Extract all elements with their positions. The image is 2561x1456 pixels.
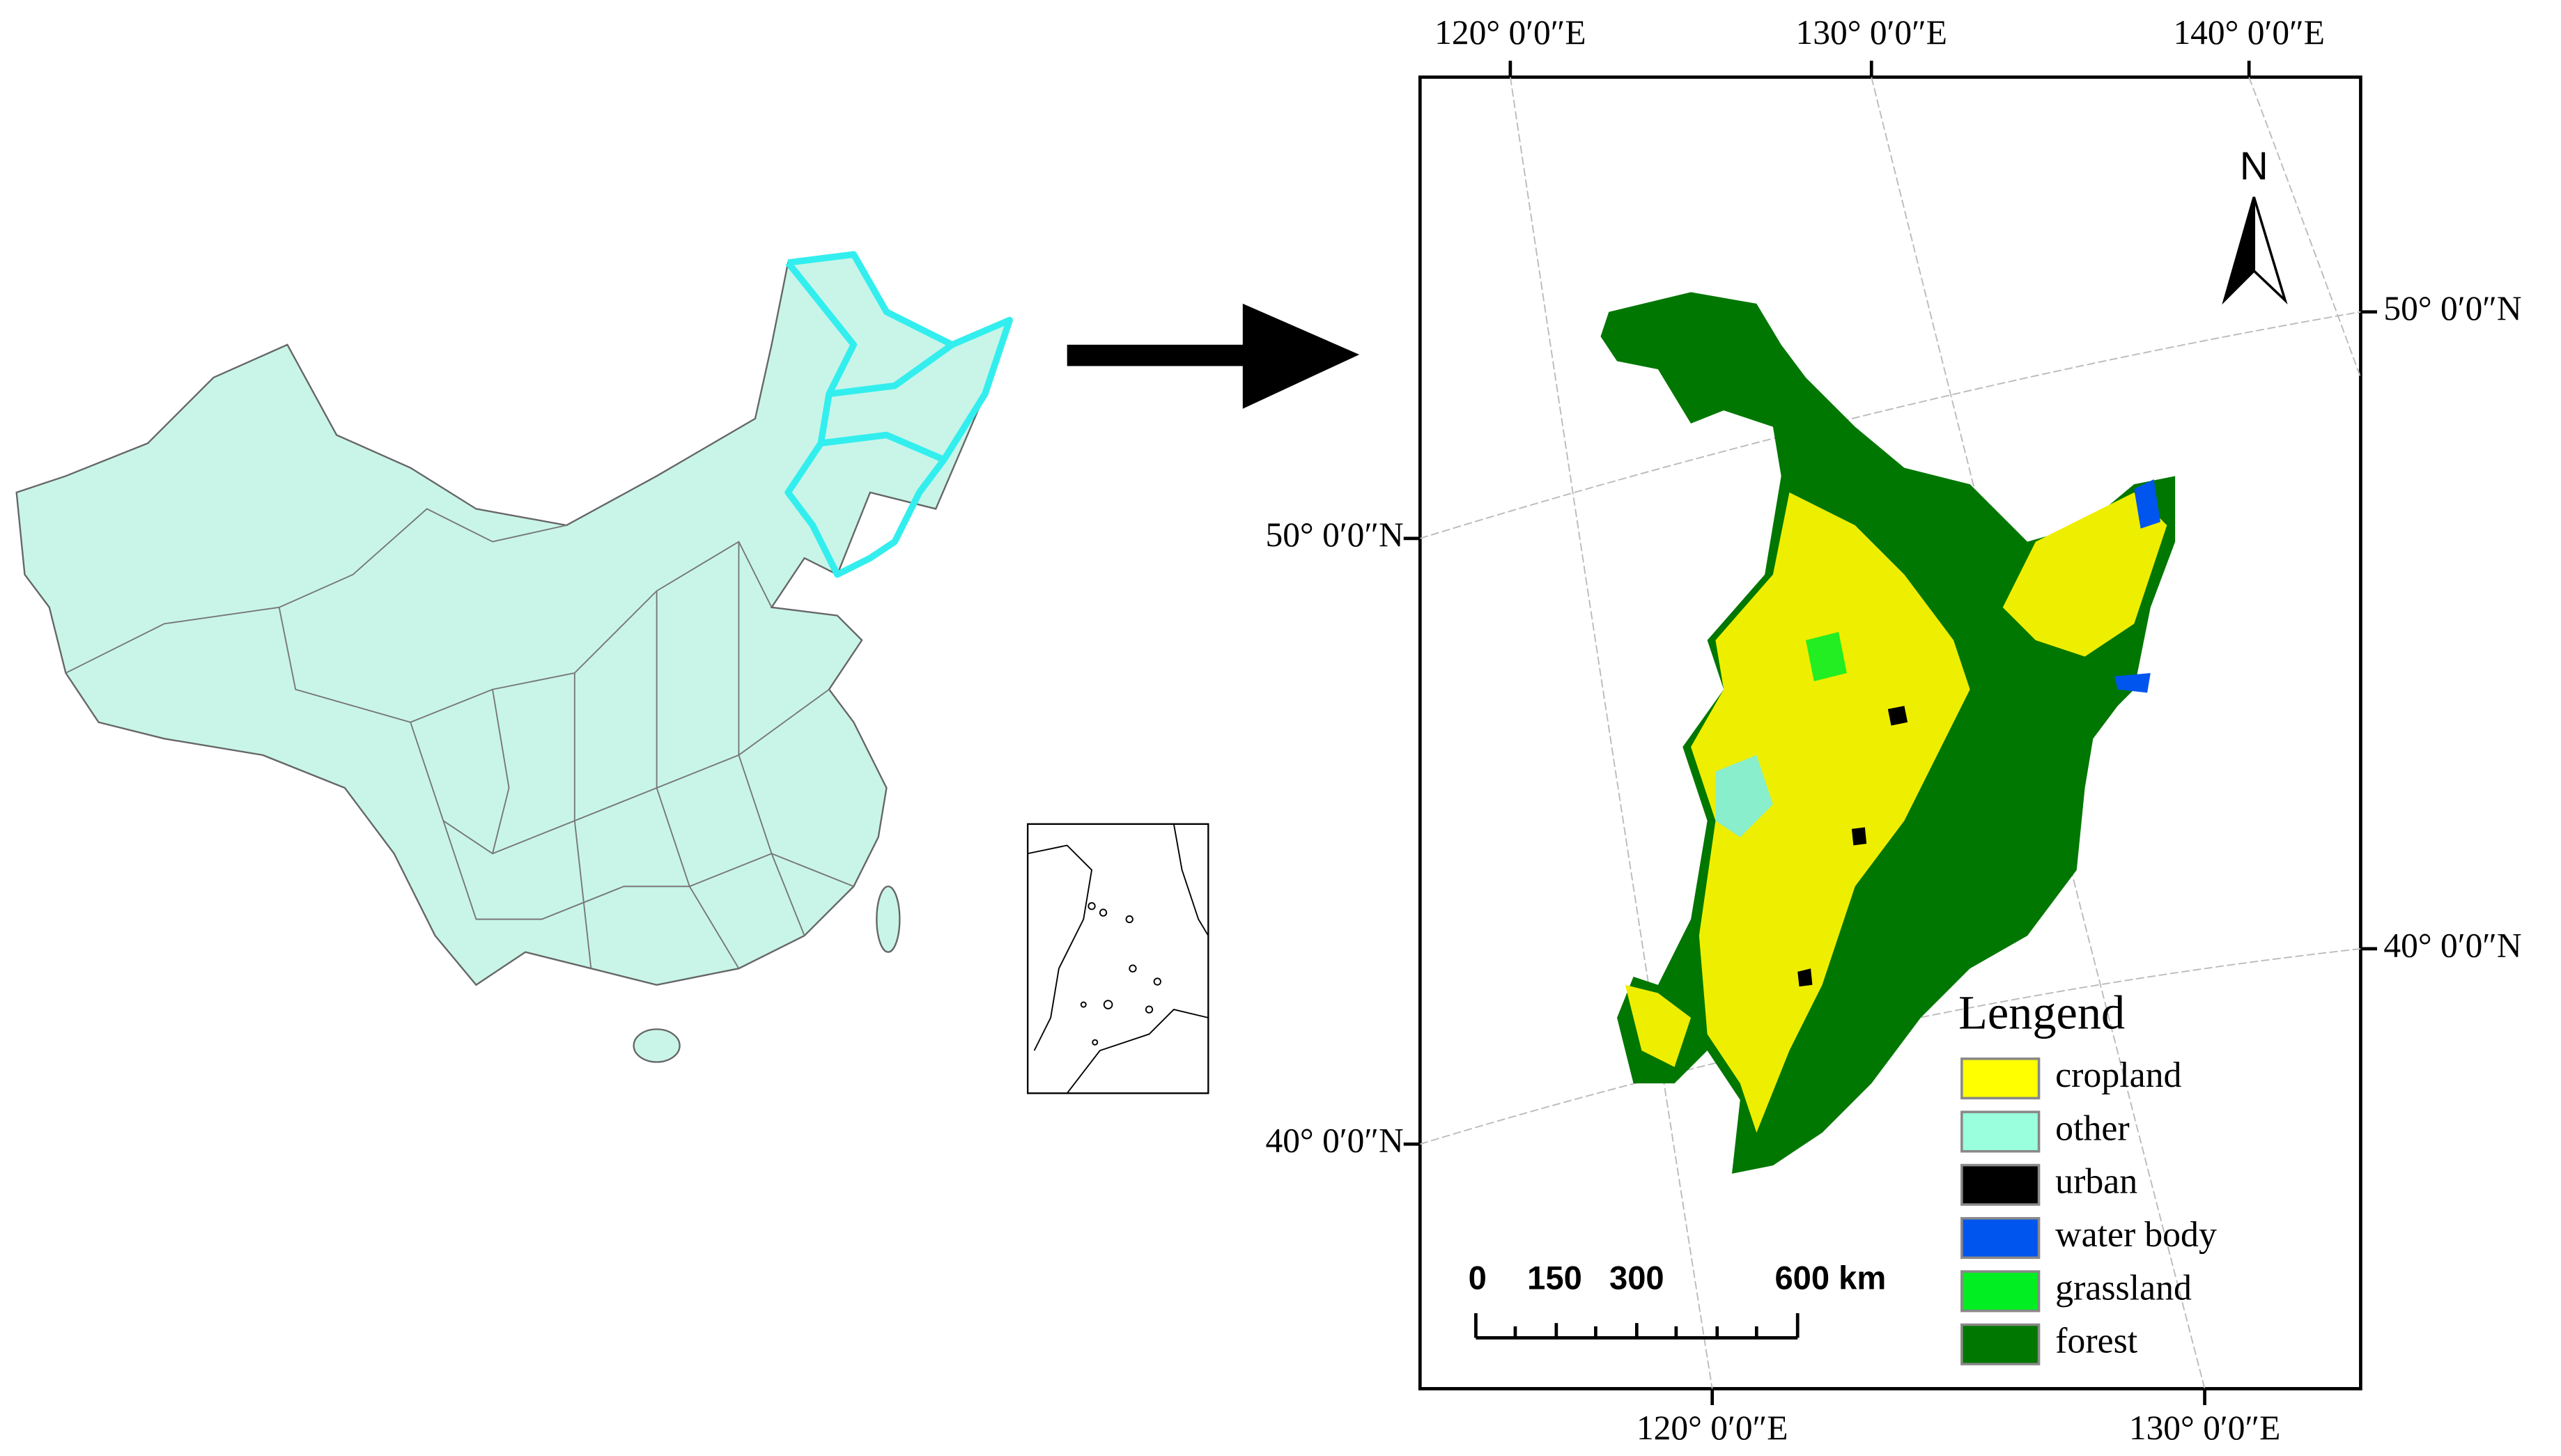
- bottom-label: 130° 0′0″E: [2129, 1409, 2280, 1447]
- northeast-border: [820, 431, 945, 463]
- right-label: 50° 0′0″N: [2383, 289, 2521, 327]
- scale-label: 600 km: [1774, 1259, 1886, 1296]
- north-arrow: [2252, 196, 2288, 305]
- legend-label: forest: [2055, 1322, 2138, 1361]
- region-water: [2134, 479, 2160, 529]
- china-outline: [15, 253, 1012, 986]
- province-lines: [65, 508, 854, 969]
- legend-label: water body: [2055, 1215, 2217, 1255]
- region-grassland: [1806, 632, 1847, 681]
- hainan: [633, 1028, 681, 1063]
- scale-label: 300: [1609, 1259, 1664, 1296]
- northeast-border: [828, 341, 954, 398]
- left-label: 40° 0′0″N: [1265, 1122, 1403, 1160]
- detail-map: N: [1418, 75, 2362, 1391]
- region-urban: [1887, 706, 1908, 726]
- legend-label: other: [2055, 1108, 2130, 1148]
- northeast-highlight: [784, 251, 1013, 578]
- legend-swatch: [1960, 1163, 2041, 1206]
- region-cropland: [1691, 492, 1970, 1133]
- north-label: N: [2240, 144, 2268, 188]
- legend-swatch: [1960, 1058, 2041, 1100]
- taiwan: [876, 885, 901, 953]
- arrow: [1067, 303, 1360, 409]
- region-cropland: [2002, 492, 2167, 657]
- legend-title: Lengend: [1958, 986, 2125, 1039]
- legend-swatch: [1960, 1217, 2041, 1260]
- legend-swatch: [1960, 1323, 2041, 1365]
- scale-bar: [1474, 1313, 1800, 1340]
- legend-label: cropland: [2055, 1055, 2181, 1095]
- region-cropland: [1625, 984, 1692, 1067]
- bottom-label: 120° 0′0″E: [1637, 1409, 1788, 1447]
- region-other: [1715, 754, 1773, 837]
- top-label: 120° 0′0″E: [1434, 13, 1586, 52]
- region-urban: [1851, 827, 1867, 846]
- region-urban: [1797, 968, 1813, 987]
- left-label: 50° 0′0″N: [1265, 516, 1403, 554]
- legend-label: urban: [2055, 1162, 2137, 1202]
- legend-swatch: [1960, 1110, 2041, 1153]
- top-label: 130° 0′0″E: [1796, 13, 1947, 52]
- scale-label: 150: [1527, 1259, 1582, 1296]
- top-label: 140° 0′0″E: [2173, 13, 2324, 52]
- inset: [1026, 823, 1209, 1094]
- scale-label: 0: [1469, 1259, 1487, 1296]
- legend-swatch: [1960, 1270, 2041, 1312]
- legend-label: grassland: [2055, 1268, 2192, 1308]
- region-water: [2114, 673, 2151, 693]
- china-map: [15, 251, 1013, 1063]
- right-label: 40° 0′0″N: [2383, 926, 2521, 964]
